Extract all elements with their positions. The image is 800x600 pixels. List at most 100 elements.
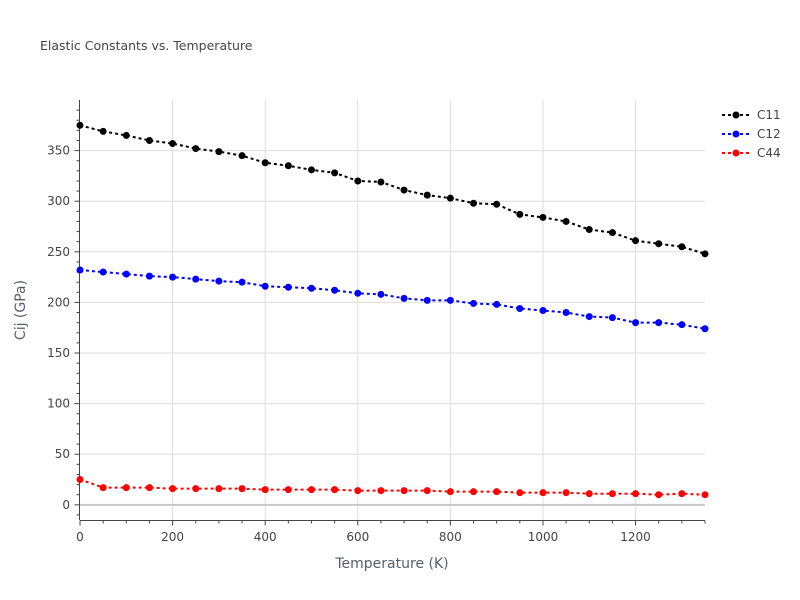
data-point-c11[interactable] bbox=[354, 177, 362, 185]
data-point-c11[interactable] bbox=[238, 152, 246, 160]
series-c12[interactable] bbox=[76, 266, 709, 333]
series-line-c44 bbox=[79, 478, 706, 496]
x-tick-label: 0 bbox=[76, 530, 84, 544]
data-point-c12[interactable] bbox=[446, 296, 454, 304]
series-line-c11 bbox=[79, 124, 706, 255]
data-point-c44[interactable] bbox=[261, 486, 269, 494]
data-point-c11[interactable] bbox=[562, 217, 570, 225]
data-point-c12[interactable] bbox=[632, 319, 640, 327]
data-point-c11[interactable] bbox=[169, 140, 177, 148]
data-point-c12[interactable] bbox=[516, 304, 524, 312]
data-point-c12[interactable] bbox=[608, 314, 616, 322]
data-point-c44[interactable] bbox=[470, 488, 478, 496]
data-point-c12[interactable] bbox=[331, 286, 339, 294]
data-point-c11[interactable] bbox=[192, 145, 200, 153]
data-point-c11[interactable] bbox=[608, 229, 616, 237]
data-point-c44[interactable] bbox=[307, 486, 315, 494]
y-tick-label: 350 bbox=[47, 144, 70, 158]
legend-item-c12[interactable]: C12 bbox=[722, 127, 781, 141]
data-point-c11[interactable] bbox=[261, 159, 269, 167]
data-point-c12[interactable] bbox=[354, 289, 362, 297]
data-point-c44[interactable] bbox=[678, 490, 686, 498]
data-point-c44[interactable] bbox=[539, 489, 547, 497]
data-point-c11[interactable] bbox=[122, 131, 130, 139]
data-point-c12[interactable] bbox=[215, 277, 223, 285]
data-point-c44[interactable] bbox=[122, 484, 130, 492]
x-tick-label: 400 bbox=[254, 530, 277, 544]
data-point-c12[interactable] bbox=[585, 313, 593, 321]
data-point-c12[interactable] bbox=[169, 273, 177, 281]
data-point-c11[interactable] bbox=[423, 191, 431, 199]
data-point-c44[interactable] bbox=[423, 487, 431, 495]
data-point-c11[interactable] bbox=[655, 240, 663, 248]
data-point-c12[interactable] bbox=[99, 268, 107, 276]
data-point-c44[interactable] bbox=[192, 485, 200, 493]
data-point-c44[interactable] bbox=[608, 490, 616, 498]
y-tick-label: 300 bbox=[47, 194, 70, 208]
data-point-c12[interactable] bbox=[145, 272, 153, 280]
data-point-c11[interactable] bbox=[76, 121, 84, 129]
data-point-c44[interactable] bbox=[145, 484, 153, 492]
data-point-c12[interactable] bbox=[122, 270, 130, 278]
data-point-c11[interactable] bbox=[585, 226, 593, 234]
data-point-c44[interactable] bbox=[354, 487, 362, 495]
data-point-c44[interactable] bbox=[446, 488, 454, 496]
data-point-c12[interactable] bbox=[423, 296, 431, 304]
data-point-c44[interactable] bbox=[632, 490, 640, 498]
data-point-c12[interactable] bbox=[307, 284, 315, 292]
data-point-c11[interactable] bbox=[493, 200, 501, 208]
data-point-c12[interactable] bbox=[284, 283, 292, 291]
data-point-c44[interactable] bbox=[585, 490, 593, 498]
data-point-c12[interactable] bbox=[655, 319, 663, 327]
data-point-c44[interactable] bbox=[238, 485, 246, 493]
data-point-c11[interactable] bbox=[377, 178, 385, 186]
data-point-c11[interactable] bbox=[539, 213, 547, 221]
data-point-c12[interactable] bbox=[701, 325, 709, 333]
axis-layer: 0 50 100 150 200 250 300 350 0 200 400 600 800 1000 12… bbox=[47, 100, 706, 544]
data-point-c44[interactable] bbox=[99, 484, 107, 492]
data-point-c12[interactable] bbox=[261, 282, 269, 290]
data-point-c11[interactable] bbox=[145, 136, 153, 144]
data-point-c12[interactable] bbox=[400, 294, 408, 302]
data-point-c44[interactable] bbox=[377, 487, 385, 495]
data-point-c11[interactable] bbox=[516, 210, 524, 218]
data-point-c44[interactable] bbox=[562, 489, 570, 497]
data-point-c44[interactable] bbox=[331, 486, 339, 494]
data-point-c11[interactable] bbox=[678, 243, 686, 251]
data-point-c44[interactable] bbox=[169, 485, 177, 493]
data-point-c11[interactable] bbox=[99, 127, 107, 135]
data-point-c44[interactable] bbox=[701, 491, 709, 499]
legend-item-c11[interactable]: C11 bbox=[722, 108, 781, 122]
data-point-c12[interactable] bbox=[562, 309, 570, 317]
legend-item-c44[interactable]: C44 bbox=[722, 146, 781, 160]
data-point-c44[interactable] bbox=[493, 488, 501, 496]
data-point-c44[interactable] bbox=[76, 476, 84, 484]
data-point-c44[interactable] bbox=[400, 487, 408, 495]
series-c44[interactable] bbox=[76, 476, 709, 499]
data-point-c44[interactable] bbox=[516, 489, 524, 497]
data-point-c11[interactable] bbox=[400, 186, 408, 194]
data-point-c11[interactable] bbox=[307, 166, 315, 174]
data-point-c11[interactable] bbox=[215, 148, 223, 156]
data-point-c12[interactable] bbox=[539, 307, 547, 315]
data-point-c11[interactable] bbox=[470, 199, 478, 207]
data-point-c44[interactable] bbox=[655, 491, 663, 499]
data-point-c12[interactable] bbox=[238, 278, 246, 286]
legend-label: C11 bbox=[757, 108, 781, 122]
data-point-c12[interactable] bbox=[377, 290, 385, 298]
data-point-c44[interactable] bbox=[215, 485, 223, 493]
data-point-c11[interactable] bbox=[331, 169, 339, 177]
data-point-c11[interactable] bbox=[446, 194, 454, 202]
data-point-c11[interactable] bbox=[701, 250, 709, 258]
data-point-c12[interactable] bbox=[470, 299, 478, 307]
data-point-c12[interactable] bbox=[76, 266, 84, 274]
legend[interactable]: C11 C12 C44 bbox=[722, 108, 781, 160]
data-point-c44[interactable] bbox=[284, 486, 292, 494]
data-point-c11[interactable] bbox=[632, 237, 640, 245]
series-c11[interactable] bbox=[76, 121, 709, 258]
data-point-c12[interactable] bbox=[678, 321, 686, 329]
data-point-c12[interactable] bbox=[192, 275, 200, 283]
data-point-c12[interactable] bbox=[493, 300, 501, 308]
data-point-c11[interactable] bbox=[284, 162, 292, 170]
